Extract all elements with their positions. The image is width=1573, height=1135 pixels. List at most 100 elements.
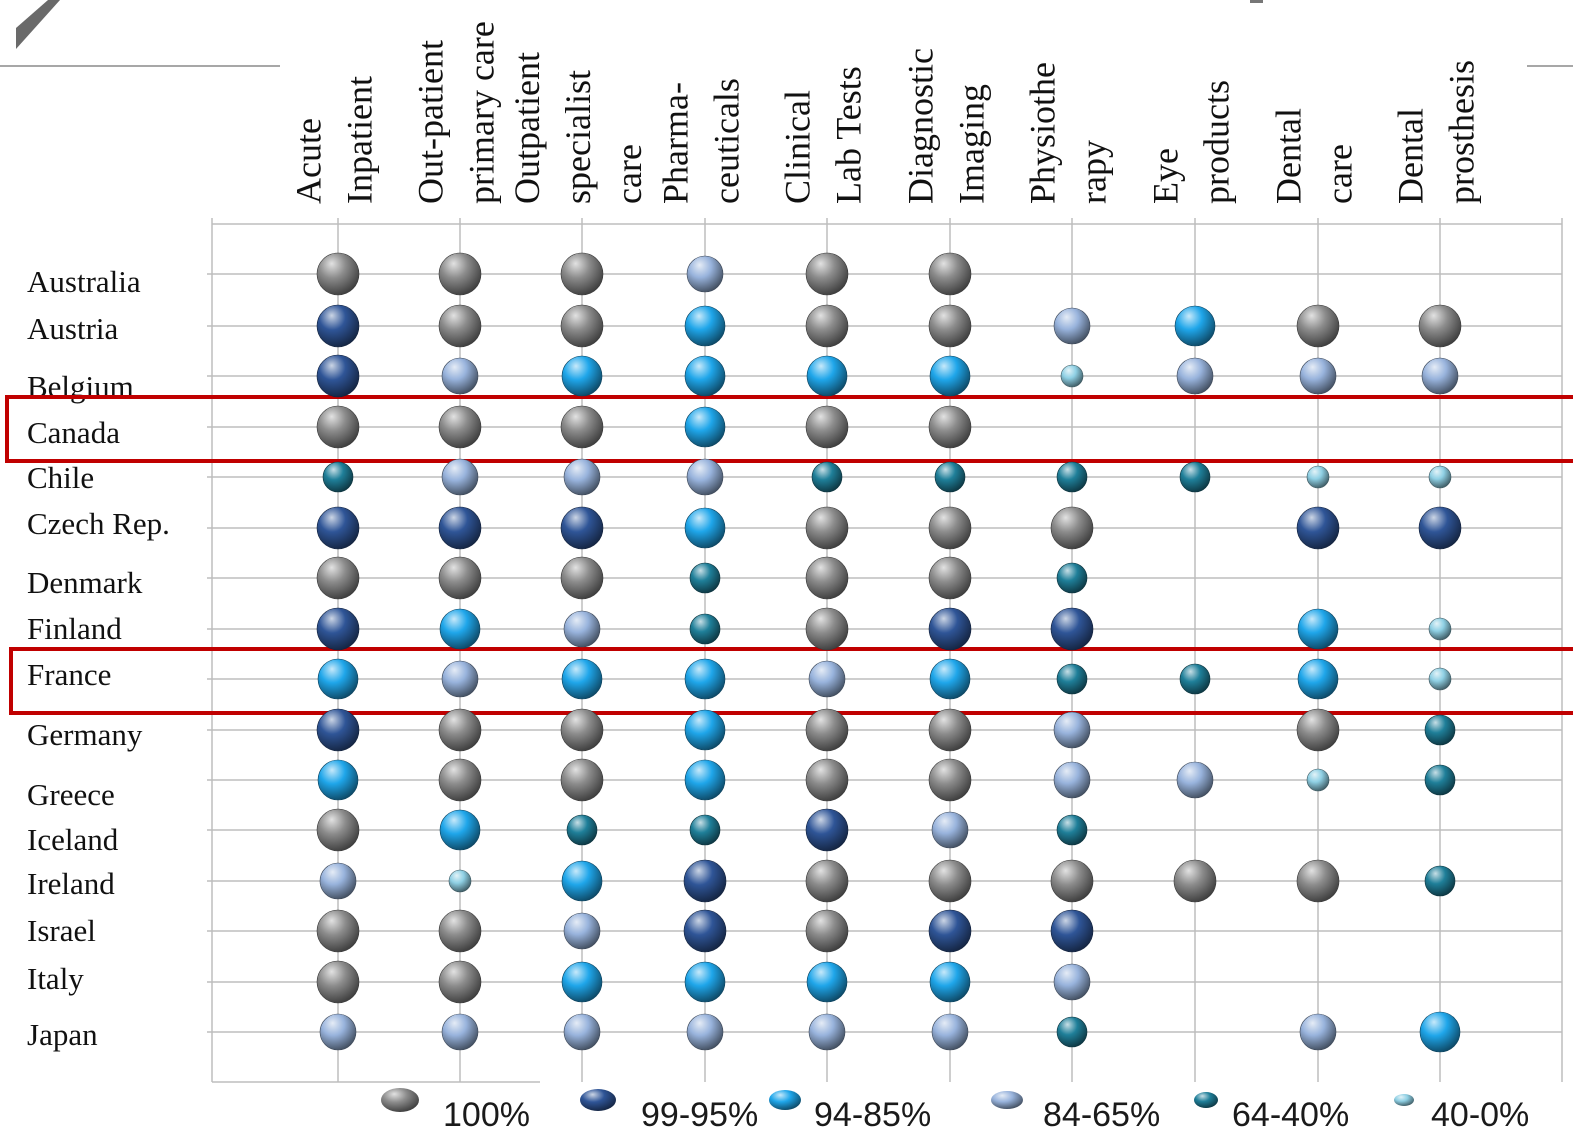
marker-germany-clinical-lab-tests — [805, 708, 849, 752]
marker-chile-physiotherapy — [1056, 461, 1088, 493]
legend-marker-94-85 — [769, 1090, 801, 1110]
marker-israel-outpatient-specialist-care — [563, 912, 601, 950]
row-label-france: France — [27, 657, 111, 692]
marker-austria-outpatient-specialist-care — [560, 304, 604, 348]
marker-denmark-diagnostic-imaging — [928, 556, 972, 600]
marker-czech-rep-pharma-ceuticals — [684, 507, 726, 549]
marker-finland-acute-inpatient — [316, 607, 360, 651]
row-label-denmark: Denmark — [27, 565, 143, 600]
legend-label-100: 100% — [443, 1096, 530, 1134]
marker-japan-diagnostic-imaging — [931, 1013, 969, 1051]
marker-czech-rep-physiotherapy — [1050, 506, 1094, 550]
marker-austria-eye-products — [1174, 305, 1216, 347]
marker-israel-out-patient-primary-care — [438, 909, 482, 953]
coverage-markers — [316, 252, 1462, 1053]
marker-france-outpatient-specialist-care — [561, 658, 603, 700]
marker-italy-acute-inpatient — [316, 960, 360, 1004]
row-highlights — [5, 395, 1573, 715]
marker-belgium-out-patient-primary-care — [441, 357, 479, 395]
marker-australia-clinical-lab-tests — [805, 252, 849, 296]
marker-czech-rep-out-patient-primary-care — [438, 506, 482, 550]
corner-logo-shape — [16, 0, 60, 49]
marker-france-dental-prosthesis — [1428, 667, 1452, 691]
legend-label-40-0: 40-0% — [1431, 1096, 1529, 1134]
column-label-dental-care-line-1: Dental — [1269, 108, 1309, 204]
marker-france-eye-products — [1179, 663, 1211, 695]
marker-chile-diagnostic-imaging — [934, 461, 966, 493]
column-label-out-patient-primary-care-line-2: primary care — [462, 21, 502, 204]
column-label-bg-diagnostic-imaging — [895, 0, 1005, 218]
column-label-bg-eye-products — [1140, 0, 1250, 218]
marker-japan-dental-care — [1299, 1013, 1337, 1051]
marker-australia-out-patient-primary-care — [438, 252, 482, 296]
column-label-physiotherapy-line-1: Physiothe — [1023, 62, 1063, 204]
marker-ireland-physiotherapy — [1050, 859, 1094, 903]
marker-israel-physiotherapy — [1050, 909, 1094, 953]
marker-czech-rep-clinical-lab-tests — [805, 506, 849, 550]
marker-germany-out-patient-primary-care — [438, 708, 482, 752]
marker-canada-out-patient-primary-care — [438, 405, 482, 449]
highlight-canada — [5, 395, 1573, 463]
marker-iceland-clinical-lab-tests — [805, 808, 849, 852]
marker-belgium-clinical-lab-tests — [806, 355, 848, 397]
marker-canada-pharma-ceuticals — [684, 406, 726, 448]
marker-finland-physiotherapy — [1050, 607, 1094, 651]
marker-chile-acute-inpatient — [322, 461, 354, 493]
marker-iceland-out-patient-primary-care — [439, 809, 481, 851]
column-label-bg-clinical-lab-tests — [772, 0, 882, 218]
row-label-ireland: Ireland — [27, 866, 115, 901]
column-label-bg-dental-care — [1263, 0, 1373, 218]
marker-iceland-acute-inpatient — [316, 808, 360, 852]
marker-germany-physiotherapy — [1053, 711, 1091, 749]
marker-greece-clinical-lab-tests — [805, 758, 849, 802]
marker-finland-dental-care — [1297, 608, 1339, 650]
marker-chile-eye-products — [1179, 461, 1211, 493]
marker-germany-acute-inpatient — [316, 708, 360, 752]
marker-finland-pharma-ceuticals — [689, 613, 721, 645]
column-label-diagnostic-imaging-line-1: Diagnostic — [901, 48, 941, 204]
legend-marker-84-65 — [991, 1091, 1023, 1109]
marker-iceland-pharma-ceuticals — [689, 814, 721, 846]
marker-austria-out-patient-primary-care — [438, 304, 482, 348]
marker-belgium-dental-care — [1299, 357, 1337, 395]
marker-greece-outpatient-specialist-care — [560, 758, 604, 802]
marker-belgium-outpatient-specialist-care — [561, 355, 603, 397]
marker-israel-pharma-ceuticals — [683, 909, 727, 953]
marker-denmark-clinical-lab-tests — [805, 556, 849, 600]
row-label-australia: Australia — [27, 264, 141, 299]
marker-france-out-patient-primary-care — [441, 660, 479, 698]
marker-austria-clinical-lab-tests — [805, 304, 849, 348]
column-label-out-patient-primary-care-line-1: Out-patient — [411, 40, 451, 204]
marker-ireland-outpatient-specialist-care — [561, 860, 603, 902]
marker-czech-rep-dental-care — [1296, 506, 1340, 550]
column-label-outpatient-specialist-care-line-2: specialist — [558, 70, 598, 204]
marker-austria-dental-care — [1296, 304, 1340, 348]
marker-chile-dental-prosthesis — [1428, 465, 1452, 489]
legend-marker-64-40 — [1194, 1092, 1218, 1108]
column-label-eye-products-line-1: Eye — [1146, 148, 1186, 204]
marker-germany-dental-prosthesis — [1424, 714, 1456, 746]
marker-japan-out-patient-primary-care — [441, 1013, 479, 1051]
marker-finland-clinical-lab-tests — [805, 607, 849, 651]
marker-denmark-pharma-ceuticals — [689, 562, 721, 594]
marker-france-physiotherapy — [1056, 663, 1088, 695]
marker-japan-acute-inpatient — [319, 1013, 357, 1051]
legend-marker-100 — [381, 1088, 419, 1112]
legend-label-94-85: 94-85% — [814, 1096, 931, 1134]
marker-france-diagnostic-imaging — [929, 658, 971, 700]
marker-canada-diagnostic-imaging — [928, 405, 972, 449]
marker-ireland-acute-inpatient — [319, 862, 357, 900]
column-label-outpatient-specialist-care-line-3: care — [609, 144, 649, 204]
marker-greece-diagnostic-imaging — [928, 758, 972, 802]
marker-ireland-out-patient-primary-care — [448, 869, 472, 893]
legend-label-99-95: 99-95% — [641, 1096, 758, 1134]
marker-austria-physiotherapy — [1053, 307, 1091, 345]
marker-czech-rep-dental-prosthesis — [1418, 506, 1462, 550]
marker-austria-acute-inpatient — [316, 304, 360, 348]
marker-belgium-eye-products — [1176, 357, 1214, 395]
highlight-france — [9, 647, 1573, 715]
marker-greece-eye-products — [1176, 761, 1214, 799]
column-label-bg-outpatient-specialist-care — [527, 0, 637, 218]
column-label-pharma-ceuticals-line-1: Pharma- — [656, 82, 696, 204]
